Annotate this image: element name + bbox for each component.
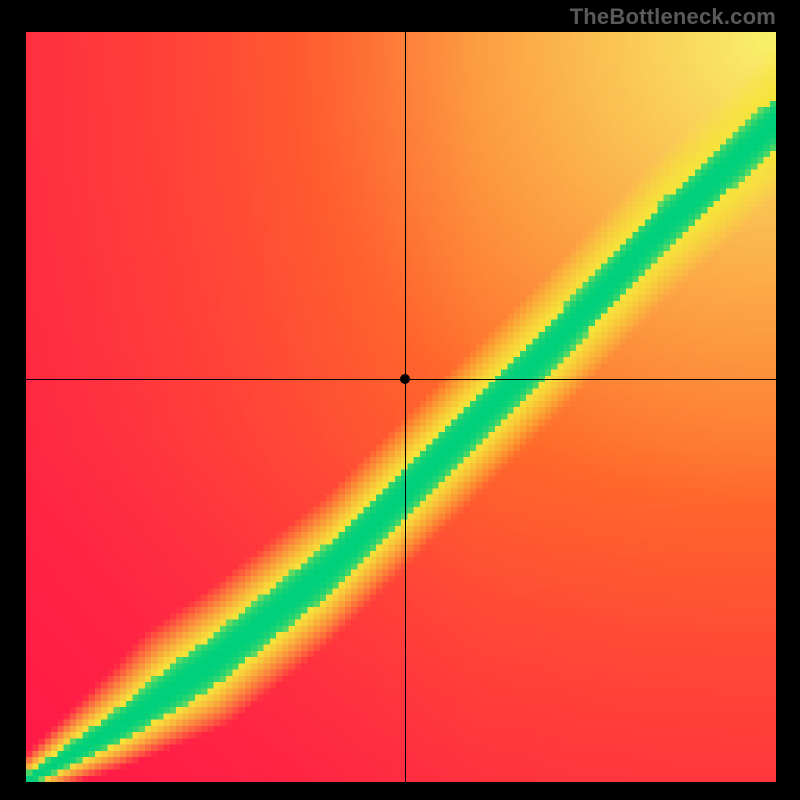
chart-frame: TheBottleneck.com: [0, 0, 800, 800]
crosshair-vertical: [405, 32, 406, 782]
plot-area: [26, 32, 776, 782]
watermark-text: TheBottleneck.com: [570, 4, 776, 30]
bottleneck-heatmap: [26, 32, 776, 782]
crosshair-marker: [400, 374, 410, 384]
